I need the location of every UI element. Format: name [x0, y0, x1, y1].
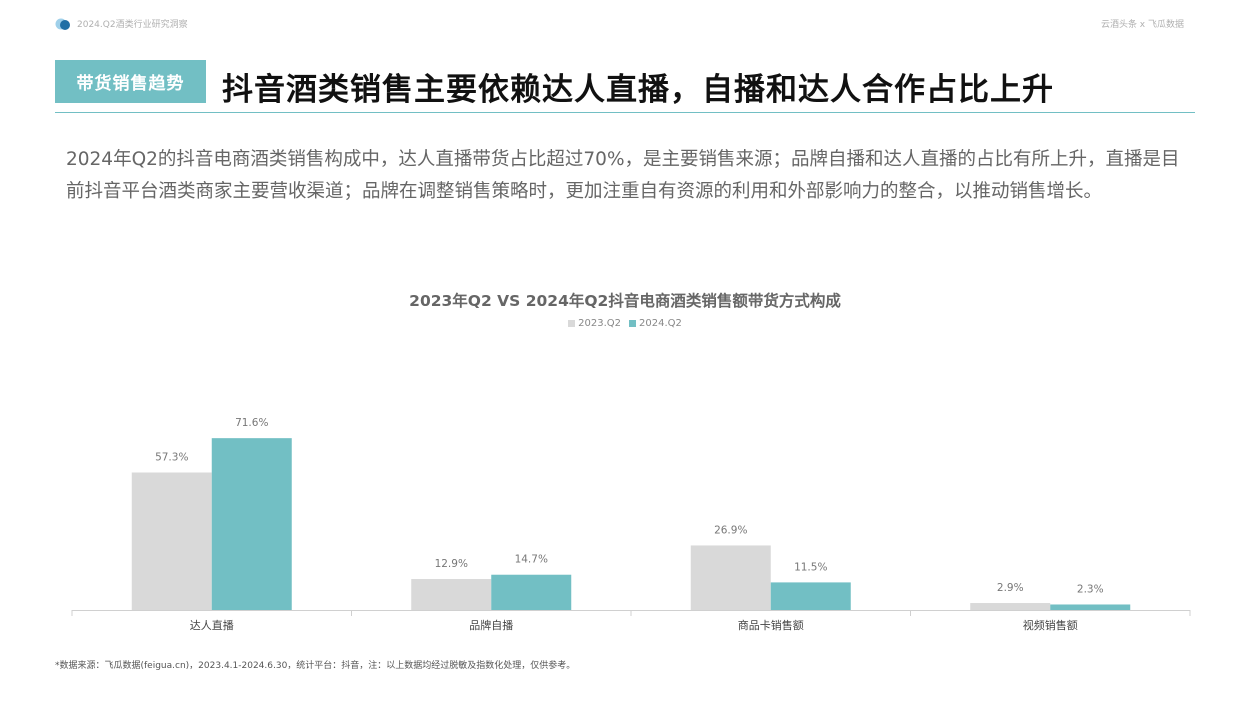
legend-item-2023: 2023.Q2: [568, 318, 621, 329]
x-tick-label-达人直播: 达人直播: [190, 618, 234, 632]
source-footnote: *数据来源：飞瓜数据(feigua.cn)，2023.4.1-2024.6.30…: [55, 661, 576, 671]
summary-text: 2024年Q2的抖音电商酒类销售构成中，达人直播带货占比超过70%，是主要销售来…: [66, 149, 1180, 202]
brand-credit: 云酒头条 x 飞瓜数据: [1100, 20, 1184, 30]
brand-logo-icon: [55, 18, 70, 30]
bar-2023.Q2-商品卡销售额: [690, 545, 771, 610]
data-label-2024.Q2-商品卡销售额: 11.5%: [794, 561, 827, 573]
x-tick-label-品牌自播: 品牌自播: [469, 618, 513, 632]
data-label-2024.Q2-视频销售额: 2.3%: [1077, 583, 1104, 595]
x-tick-label-视频销售额: 视频销售额: [1023, 618, 1078, 632]
legend-item-2024: 2024.Q2: [629, 318, 682, 329]
bar-2023.Q2-品牌自播: [411, 579, 492, 610]
legend-label-2024: 2024.Q2: [639, 318, 682, 329]
chart-legend: 2023.Q2 2024.Q2: [0, 318, 1250, 329]
legend-swatch-2024: [629, 320, 636, 327]
section-tag: 带货销售趋势: [55, 60, 206, 103]
legend-swatch-2023: [568, 320, 576, 327]
bar-2024.Q2-视频销售额: [1050, 604, 1131, 610]
page-title: 抖音酒类销售主要依赖达人直播，自播和达人合作占比上升: [222, 72, 1054, 108]
top-bar: 2024.Q2酒类行业研究洞察 云酒头条 x 飞瓜数据: [0, 0, 1250, 48]
report-name: 2024.Q2酒类行业研究洞察: [77, 20, 188, 30]
data-label-2023.Q2-品牌自播: 12.9%: [435, 558, 468, 570]
data-label-2023.Q2-商品卡销售额: 26.9%: [714, 524, 747, 536]
bar-2024.Q2-品牌自播: [491, 574, 572, 610]
data-label-2024.Q2-达人直播: 71.6%: [235, 417, 268, 429]
bar-2023.Q2-视频销售额: [970, 603, 1051, 610]
legend-label-2023: 2023.Q2: [578, 318, 621, 329]
data-label-2023.Q2-视频销售额: 2.9%: [997, 582, 1024, 594]
bar-2023.Q2-达人直播: [131, 472, 212, 610]
bar-2024.Q2-达人直播: [211, 438, 292, 610]
data-label-2024.Q2-品牌自播: 14.7%: [515, 554, 548, 566]
bar-2024.Q2-商品卡销售额: [770, 582, 851, 610]
title-divider: [55, 112, 1195, 113]
x-tick-label-商品卡销售额: 商品卡销售额: [738, 618, 804, 632]
chart-title: 2023年Q2 VS 2024年Q2抖音电商酒类销售额带货方式构成: [409, 292, 841, 310]
data-label-2023.Q2-达人直播: 57.3%: [155, 451, 188, 463]
bar-chart: 57.3% 71.6% 达人直播 12.9% 14.7% 品牌自播 26.9% 11.5% 商品…: [71, 417, 1191, 632]
